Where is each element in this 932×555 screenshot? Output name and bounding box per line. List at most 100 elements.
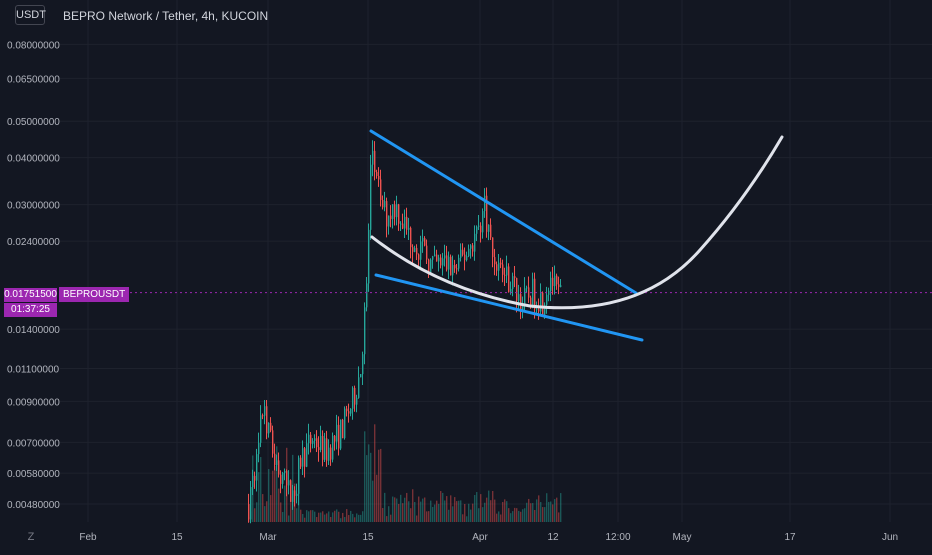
candle-body [456, 268, 458, 270]
volume-bar [372, 480, 374, 522]
volume-bar [258, 472, 260, 522]
candle-body [470, 245, 472, 249]
volume-bar [380, 448, 382, 522]
volume-bar [512, 511, 514, 522]
price-tick-label: 0.08000000 [7, 40, 60, 51]
candle-body [500, 262, 502, 265]
candle-body [326, 438, 328, 461]
volume-bar [506, 501, 508, 522]
volume-bar [396, 498, 398, 522]
candle-body [394, 204, 396, 218]
volume-bar [300, 509, 302, 522]
candle-body [296, 493, 298, 496]
candle-body [486, 195, 488, 232]
time-tick-label: Feb [79, 532, 97, 543]
candle-body [504, 274, 506, 276]
candle-body [374, 150, 376, 173]
candle-body [556, 275, 558, 285]
volume-bar [368, 444, 370, 522]
candle-body [478, 225, 480, 227]
volume-bar [306, 510, 308, 522]
volume-bar [424, 497, 426, 522]
volume-bar [530, 503, 532, 522]
candle-body [488, 224, 490, 232]
volume-bar [480, 494, 482, 522]
volume-bar [490, 500, 492, 522]
candle-body [284, 471, 286, 473]
volume-bar [288, 515, 290, 522]
candle-body [476, 226, 478, 234]
candle-body [538, 308, 540, 312]
candle-body [292, 490, 294, 502]
volume-bar [310, 510, 312, 522]
candle-body [410, 227, 412, 248]
volume-bar [552, 504, 554, 522]
volume-bar [502, 502, 504, 522]
volume-bar [478, 508, 480, 522]
timezone-button[interactable]: Z [27, 531, 35, 543]
candle-body [560, 285, 562, 287]
volume-bar [556, 497, 558, 522]
volume-bar [448, 509, 450, 522]
candle-body [312, 440, 314, 444]
candle-body [416, 247, 418, 255]
volume-bar [482, 507, 484, 522]
volume-bar [434, 504, 436, 522]
volume-bar [536, 499, 538, 522]
volume-bar [444, 500, 446, 522]
volume-bar [472, 503, 474, 522]
candle-body [368, 229, 370, 284]
volume-bar [492, 490, 494, 522]
time-tick-label: 12 [547, 532, 559, 543]
volume-bar [420, 501, 422, 522]
candle-body [288, 480, 290, 486]
volume-bar [338, 511, 340, 522]
volume-bar [548, 501, 550, 522]
price-tick-label: 0.00480000 [7, 500, 60, 511]
candle-body [514, 276, 516, 279]
candle-body [294, 490, 296, 496]
volume-bar [386, 516, 388, 522]
candle-body [426, 245, 428, 260]
candle-body [302, 448, 304, 467]
volume-bar [496, 513, 498, 522]
currency-unit-button[interactable]: USDT [15, 5, 46, 25]
volume-bar [364, 431, 366, 522]
candle-body [466, 256, 468, 261]
volume-bar [316, 517, 318, 522]
volume-bar [274, 465, 276, 522]
candle-body [536, 308, 538, 310]
candle-body [546, 294, 548, 305]
candle-body [314, 438, 316, 441]
candle-body [404, 216, 406, 229]
candle-body [290, 480, 292, 502]
candle-body [458, 257, 460, 269]
volume-bar [462, 514, 464, 522]
time-tick-label: Jun [882, 532, 898, 543]
volume-bar [392, 496, 394, 522]
candle-body [338, 424, 340, 449]
volume-bar [390, 514, 392, 522]
candle-body [310, 434, 312, 444]
volume-bar [296, 508, 298, 522]
candle-body [494, 257, 496, 265]
volume-bar [378, 449, 380, 522]
candle-body [342, 419, 344, 439]
volume-bar [376, 474, 378, 522]
price-tick-label: 0.05000000 [7, 117, 60, 128]
volume-bar [432, 506, 434, 522]
volume-bar [456, 501, 458, 522]
candle-body [344, 408, 346, 439]
candle-body [472, 245, 474, 252]
candle-body [434, 254, 436, 257]
candle-body [358, 377, 360, 398]
volume-bar [342, 512, 344, 522]
candle-body [260, 415, 262, 443]
candle-body [264, 406, 266, 416]
candle-body [510, 288, 512, 293]
candle-body [452, 265, 454, 276]
candle-body [356, 397, 358, 405]
candle-body [298, 457, 300, 494]
